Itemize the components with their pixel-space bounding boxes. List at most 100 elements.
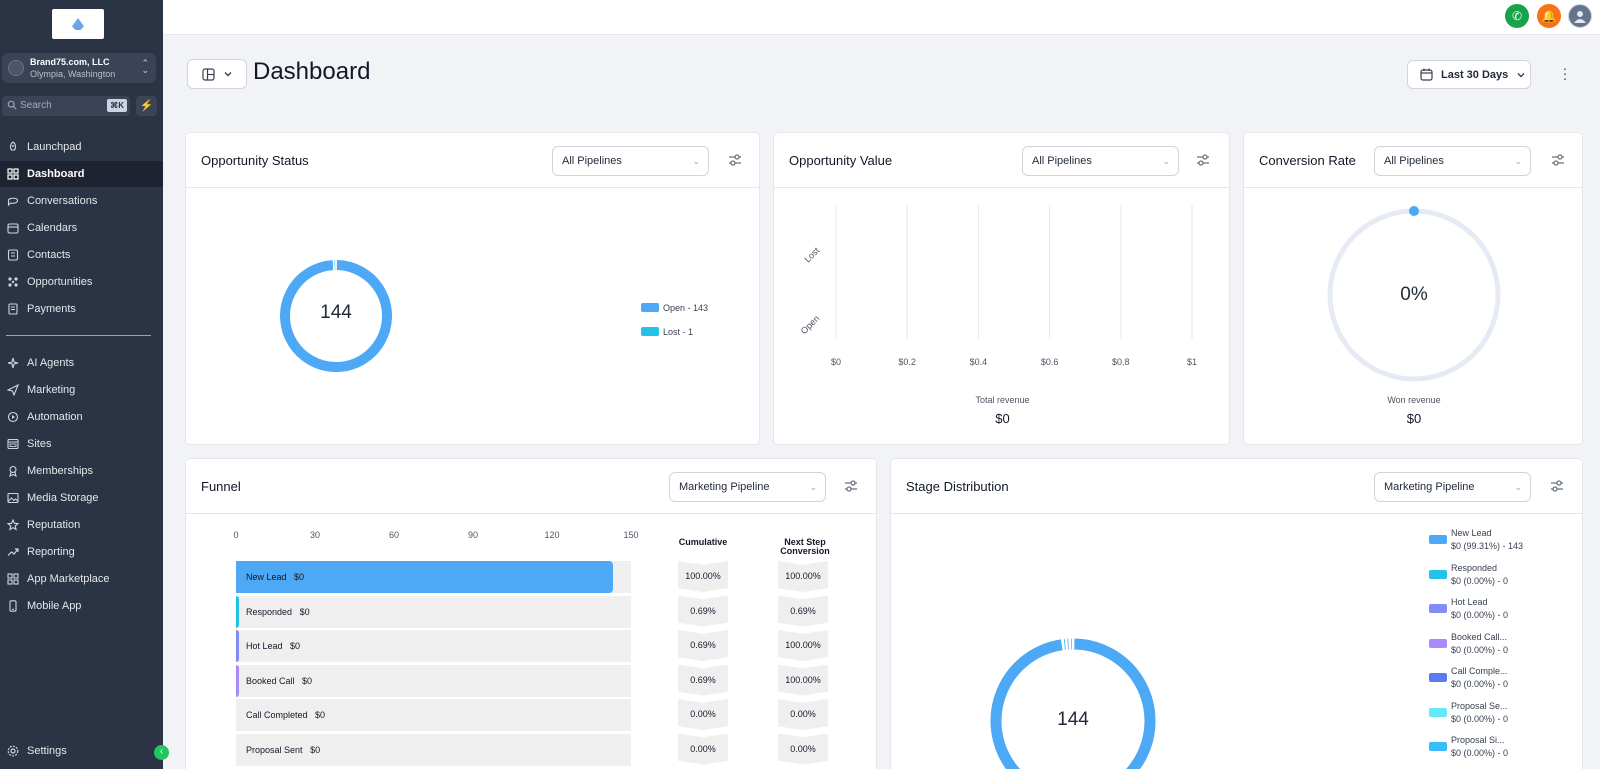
membership-icon	[6, 464, 20, 478]
sidebar-item-launchpad[interactable]: Launchpad	[0, 134, 163, 160]
stage-name: New Lead	[246, 572, 287, 582]
chevron-left-icon: ‹	[159, 746, 164, 757]
legend-item[interactable]: Proposal Si... $0 (0.00%) - 0	[1429, 734, 1508, 760]
search-input[interactable]: Search ⌘K	[2, 96, 130, 116]
funnel-stage-bar[interactable]: Booked Call $0	[236, 664, 631, 697]
pipeline-select-value: All Pipelines	[1384, 155, 1444, 167]
calendar-icon	[1420, 68, 1433, 81]
sidebar-item-label: Conversations	[27, 195, 98, 207]
sidebar-item-label: Calendars	[27, 222, 78, 234]
next-step-cell: 0.00%	[778, 699, 828, 730]
grid-icon	[6, 572, 20, 586]
funnel-stage-label: Responded $0	[246, 607, 310, 617]
sidebar-item-contacts[interactable]: Contacts	[0, 242, 163, 268]
x-tick-label: $0.6	[1041, 357, 1059, 367]
pipeline-select[interactable]: Marketing Pipeline ⌄	[1374, 472, 1531, 502]
more-options-icon[interactable]: · · ·	[1562, 60, 1568, 86]
logo-mark	[72, 18, 84, 30]
legend-item[interactable]: Open - 143	[641, 299, 708, 317]
legend-swatch	[1429, 673, 1447, 682]
donut-total: 144	[1057, 709, 1089, 730]
account-switcher[interactable]: Brand75.com, LLC Olympia, Washington ⌃ ⌄	[2, 53, 156, 83]
sidebar-item-conversations[interactable]: Conversations	[0, 188, 163, 214]
legend-item[interactable]: Responded $0 (0.00%) - 0	[1429, 562, 1508, 588]
filter-settings-icon[interactable]	[1549, 151, 1567, 169]
sidebar-item-app-marketplace[interactable]: App Marketplace	[0, 566, 163, 592]
next-step-cell: 0.69%	[778, 595, 828, 627]
x-tick-label: 90	[467, 530, 478, 540]
funnel-stage-bar[interactable]: Responded $0	[236, 595, 631, 628]
sidebar-item-ai-agents[interactable]: AI Agents	[0, 350, 163, 376]
company-logo[interactable]	[52, 9, 104, 39]
date-range-button[interactable]: Last 30 Days	[1407, 60, 1531, 89]
sidebar-item-reporting[interactable]: Reporting	[0, 539, 163, 565]
card-title: Stage Distribution	[906, 479, 1009, 494]
x-tick-label: 150	[623, 530, 639, 540]
funnel-stage-bar[interactable]: New Lead $0	[236, 561, 631, 593]
filter-settings-icon[interactable]	[1194, 151, 1212, 169]
sidebar-item-media-storage[interactable]: Media Storage	[0, 485, 163, 511]
funnel-stage-bar[interactable]: Proposal Sent $0	[236, 733, 631, 766]
pipeline-select[interactable]: All Pipelines ⌄	[1022, 146, 1179, 176]
quick-actions-button[interactable]: ⚡	[136, 96, 157, 116]
chevron-down-icon: ⌄	[1514, 156, 1522, 166]
stage-amount: $0	[310, 744, 321, 755]
legend-item[interactable]: Lost - 1	[641, 323, 708, 341]
sidebar-item-marketing[interactable]: Marketing	[0, 377, 163, 403]
sidebar-item-mobile-app[interactable]: Mobile App	[0, 593, 163, 619]
gauge-indicator	[1409, 206, 1419, 216]
sidebar-item-label: Media Storage	[27, 492, 99, 504]
sidebar-item-calendars[interactable]: Calendars	[0, 215, 163, 241]
sidebar-item-dashboard[interactable]: Dashboard	[0, 161, 163, 187]
sidebar: Brand75.com, LLC Olympia, Washington ⌃ ⌄ …	[0, 0, 169, 769]
legend-item[interactable]: Hot Lead $0 (0.00%) - 0	[1429, 596, 1508, 622]
stage-amount: $0	[302, 675, 313, 686]
x-tick-label: $1	[1187, 357, 1197, 367]
filter-settings-icon[interactable]	[726, 151, 744, 169]
sidebar-item-memberships[interactable]: Memberships	[0, 458, 163, 484]
x-tick-label: 0	[233, 530, 239, 540]
pipeline-select[interactable]: All Pipelines ⌄	[1374, 146, 1531, 176]
card-header: Opportunity Status All Pipelines ⌄	[186, 133, 759, 188]
sidebar-item-settings[interactable]: Settings	[0, 738, 163, 764]
legend-item[interactable]: Booked Call... $0 (0.00%) - 0	[1429, 631, 1508, 657]
opportunities-icon	[6, 275, 20, 289]
legend-stage-name: Proposal Si...	[1451, 735, 1505, 745]
cumulative-cell: 0.69%	[678, 664, 728, 696]
layout-switcher-button[interactable]	[187, 59, 247, 89]
legend-item[interactable]: Proposal Se... $0 (0.00%) - 0	[1429, 700, 1508, 726]
opportunity-status-slice-0[interactable]	[280, 260, 392, 372]
filter-settings-icon[interactable]	[1548, 477, 1566, 495]
stage-distribution-slice-0[interactable]	[990, 638, 1156, 769]
phone-icon[interactable]: ✆	[1505, 4, 1529, 28]
calendar-icon	[6, 221, 20, 235]
sidebar-item-opportunities[interactable]: Opportunities	[0, 269, 163, 295]
legend-item[interactable]: Call Comple... $0 (0.00%) - 0	[1429, 665, 1508, 691]
bell-icon[interactable]: 🔔	[1537, 4, 1561, 28]
funnel-stage-bar[interactable]: Hot Lead $0	[236, 630, 631, 662]
sidebar-item-automation[interactable]: Automation	[0, 404, 163, 430]
funnel-stage-bar[interactable]: Call Completed $0	[236, 699, 631, 731]
image-icon	[6, 491, 20, 505]
legend-item[interactable]: New Lead $0 (99.31%) - 143	[1429, 527, 1523, 553]
user-avatar[interactable]	[1568, 4, 1592, 28]
pipeline-select[interactable]: All Pipelines ⌄	[552, 146, 709, 176]
chevron-updown-icon: ⌃ ⌄	[141, 58, 149, 75]
stage-amount: $0	[299, 606, 310, 617]
won-revenue-value: $0	[1406, 411, 1422, 426]
sidebar-item-reputation[interactable]: Reputation	[0, 512, 163, 538]
collapse-sidebar-button[interactable]: ‹	[154, 745, 169, 760]
pipeline-select[interactable]: Marketing Pipeline ⌄	[669, 472, 826, 502]
stage-name: Proposal Sent	[246, 744, 303, 755]
next-step-header-line1: Next Step	[784, 537, 826, 547]
sidebar-item-sites[interactable]: Sites	[0, 431, 163, 457]
legend-stage-detail: $0 (0.00%) - 0	[1451, 748, 1509, 758]
legend-swatch	[1429, 535, 1447, 544]
chevron-down-icon	[1517, 72, 1525, 77]
filter-settings-icon[interactable]	[842, 477, 860, 495]
sidebar-item-label: Settings	[27, 745, 67, 757]
sidebar-item-payments[interactable]: Payments	[0, 296, 163, 322]
x-tick-label: 30	[309, 530, 320, 540]
legend-label: Lost - 1	[663, 326, 694, 337]
send-icon	[6, 383, 20, 397]
